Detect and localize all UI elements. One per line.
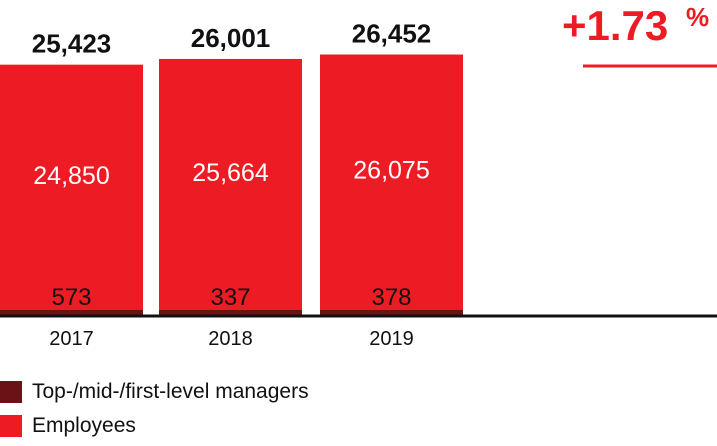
employees-value-label-2017: 24,850	[33, 162, 109, 190]
bar-managers-2017	[0, 310, 143, 315]
managers-value-label-2018: 337	[210, 284, 250, 311]
growth-annotation: +1.73	[562, 2, 668, 49]
legend-label-employees: Employees	[32, 414, 136, 437]
bar-managers-2018	[159, 310, 302, 315]
bar-managers-2019	[320, 310, 463, 315]
total-label-2018: 26,001	[191, 23, 271, 53]
x-tick-label-2017: 2017	[49, 328, 94, 350]
legend-label-managers: Top-/mid-/first-level managers	[32, 380, 309, 403]
x-tick-label-2019: 2019	[369, 328, 414, 350]
bar-employees-2019	[320, 54, 463, 311]
bar-chart: 25,423 24,850 573 2017 26,001 25,664 337 2018 26…	[0, 2, 717, 350]
legend-swatch-employees	[0, 415, 22, 437]
growth-annotation-percent: %	[686, 2, 709, 32]
bar-employees-2018	[159, 58, 302, 310]
managers-value-label-2019: 378	[371, 284, 411, 311]
employees-value-label-2018: 25,664	[192, 159, 269, 187]
legend-item-employees: Employees	[0, 412, 420, 440]
total-label-2019: 26,452	[352, 19, 432, 49]
employees-value-label-2019: 26,075	[353, 156, 429, 184]
total-label-2017: 25,423	[32, 29, 112, 59]
legend-swatch-managers	[0, 381, 22, 403]
legend-item-managers: Top-/mid-/first-level managers	[0, 378, 420, 406]
bar-employees-2017	[0, 64, 143, 310]
x-tick-label-2018: 2018	[208, 328, 253, 350]
managers-value-label-2017: 573	[51, 284, 91, 311]
legend: Top-/mid-/first-level managers Employees	[0, 378, 420, 446]
